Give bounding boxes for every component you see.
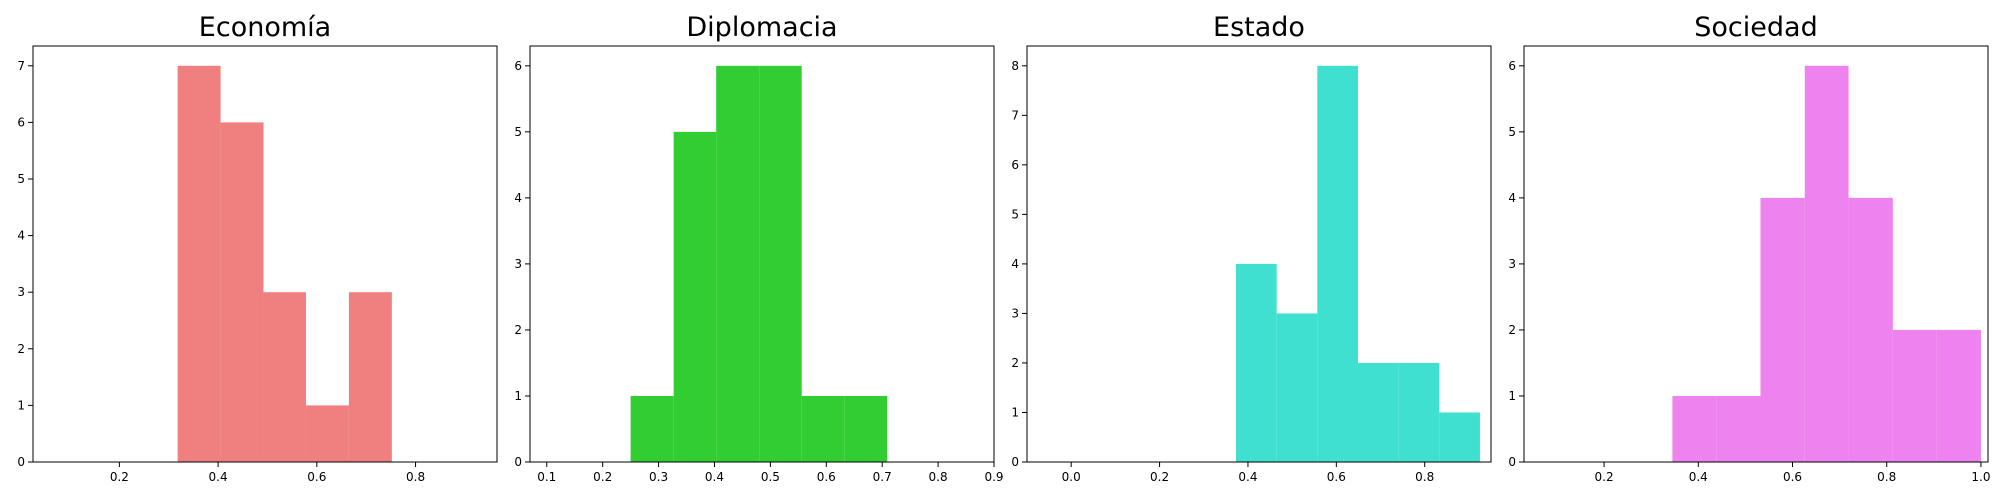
- x-tick-label: 0.2: [1150, 470, 1169, 484]
- x-tick-label: 0.3: [649, 470, 668, 484]
- histogram-bar: [305, 405, 349, 462]
- histogram-bar: [1892, 329, 1937, 462]
- histogram-panel-1: 0.1 0.2 0.3 0.4 0.5 0.6 0.7 0.8 0.9 0 1 2 3 4 5 6 Diplom…: [514, 12, 1003, 484]
- panel-title: Diplomacia: [686, 12, 837, 43]
- histogram-bar: [1357, 362, 1399, 462]
- panel-title: Estado: [1213, 12, 1305, 43]
- y-tick-label: 2: [1508, 323, 1516, 337]
- axes-frame: [1026, 45, 1492, 463]
- y-tick-label: 1: [1508, 389, 1516, 403]
- y-tick-label: 7: [1011, 108, 1019, 122]
- x-tick-label: 0.6: [307, 470, 326, 484]
- y-tick-label: 3: [1011, 306, 1019, 320]
- y-tick-label: 5: [1011, 207, 1019, 221]
- axes-frame: [1523, 45, 1989, 463]
- x-tick-label: 0.6: [1327, 470, 1346, 484]
- y-tick-label: 0: [514, 455, 522, 469]
- histogram-bar: [1439, 412, 1480, 462]
- x-tick-label: 0.4: [1238, 470, 1257, 484]
- y-tick-label: 0: [1011, 455, 1019, 469]
- histogram-bar: [177, 65, 221, 462]
- histogram-bar: [1936, 329, 1981, 462]
- x-tick-label: 0.4: [705, 470, 724, 484]
- axes-frame: [32, 45, 498, 463]
- axes-frame: [529, 45, 995, 463]
- x-tick-label: 0.1: [537, 470, 556, 484]
- histogram-bar: [1848, 197, 1893, 462]
- y-tick-label: 4: [1508, 191, 1516, 205]
- histogram-bar: [1760, 197, 1805, 462]
- histogram-bar: [1716, 395, 1761, 462]
- x-tick-label: 0.8: [1415, 470, 1434, 484]
- x-tick-label: 0.8: [406, 470, 425, 484]
- histogram-panel-2: 0.0 0.2 0.4 0.6 0.8 0 1 2 3 4 5 6 7 8 Estado: [1011, 12, 1492, 484]
- x-tick-label: 0.8: [1877, 470, 1896, 484]
- histogram-bar: [1236, 263, 1277, 462]
- y-tick-label: 1: [514, 389, 522, 403]
- y-tick-label: 5: [514, 125, 522, 139]
- histogram-bar: [348, 292, 392, 462]
- histogram-bar: [1804, 65, 1849, 462]
- histogram-panel-0: 0.2 0.4 0.6 0.8 0 1 2 3 4 5 6 7 Economía: [17, 12, 498, 484]
- y-tick-label: 7: [17, 59, 25, 73]
- y-tick-label: 6: [17, 115, 25, 129]
- y-tick-label: 2: [1011, 356, 1019, 370]
- histogram-bar: [630, 395, 674, 462]
- y-tick-label: 0: [17, 455, 25, 469]
- x-tick-label: 0.5: [761, 470, 780, 484]
- y-tick-label: 5: [1508, 125, 1516, 139]
- y-tick-label: 3: [514, 257, 522, 271]
- x-tick-label: 0.6: [817, 470, 836, 484]
- panel-title: Sociedad: [1694, 12, 1817, 43]
- y-tick-label: 1: [17, 398, 25, 412]
- y-tick-label: 4: [1011, 257, 1019, 271]
- y-tick-label: 5: [17, 172, 25, 186]
- x-tick-label: 0.6: [1783, 470, 1802, 484]
- x-tick-label: 0.4: [209, 470, 228, 484]
- histogram-bar: [716, 65, 760, 462]
- y-tick-label: 6: [514, 59, 522, 73]
- histogram-bar: [1276, 313, 1318, 462]
- histogram-bar: [759, 65, 802, 462]
- x-tick-label: 0.7: [873, 470, 892, 484]
- histogram-bar: [844, 395, 888, 462]
- y-tick-label: 0: [1508, 455, 1516, 469]
- x-tick-label: 0.2: [593, 470, 612, 484]
- y-tick-label: 3: [17, 285, 25, 299]
- histogram-bar: [1398, 362, 1440, 462]
- y-tick-label: 2: [17, 342, 25, 356]
- y-tick-label: 8: [1011, 59, 1019, 73]
- histogram-bar: [220, 122, 264, 462]
- histogram-bar: [1317, 65, 1358, 462]
- y-tick-label: 6: [1011, 158, 1019, 172]
- histogram-panel-3: 0.2 0.4 0.6 0.8 1.0 0 1 2 3 4 5 6 Sociedad: [1508, 12, 1990, 484]
- x-tick-label: 0.4: [1689, 470, 1708, 484]
- histogram-bar: [1672, 395, 1717, 462]
- x-tick-label: 1.0: [1971, 470, 1990, 484]
- y-tick-label: 4: [514, 191, 522, 205]
- y-tick-label: 3: [1508, 257, 1516, 271]
- histogram-bar: [673, 131, 717, 462]
- histogram-bar: [801, 395, 845, 462]
- x-tick-label: 0.0: [1062, 470, 1081, 484]
- x-tick-label: 0.2: [110, 470, 129, 484]
- y-tick-label: 2: [514, 323, 522, 337]
- y-tick-label: 4: [17, 229, 25, 243]
- histogram-bar: [263, 292, 306, 462]
- x-tick-label: 0.2: [1595, 470, 1614, 484]
- x-tick-label: 0.9: [984, 470, 1003, 484]
- x-tick-label: 0.8: [929, 470, 948, 484]
- y-tick-label: 6: [1508, 59, 1516, 73]
- panel-title: Economía: [199, 12, 331, 43]
- y-tick-label: 1: [1011, 405, 1019, 419]
